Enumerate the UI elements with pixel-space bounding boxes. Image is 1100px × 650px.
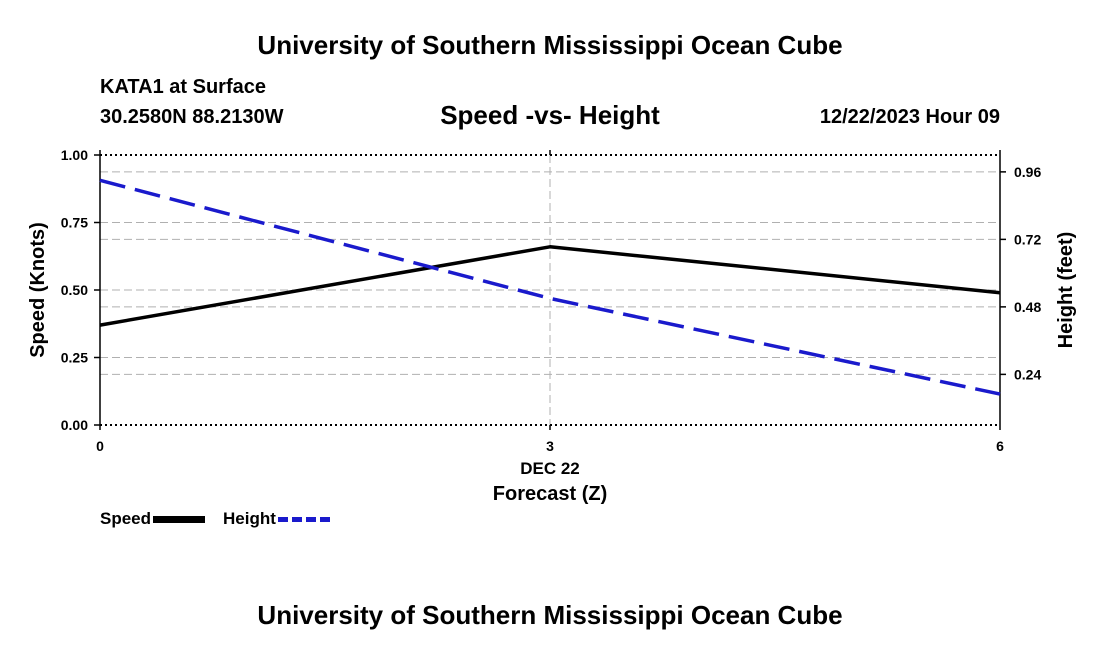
y-left-axis-title: Speed (Knots) (27, 222, 49, 358)
x-tick-label: 0 (96, 438, 104, 454)
legend-height-swatch (277, 516, 330, 522)
x-axis-title: Forecast (Z) (493, 483, 607, 505)
legend-height-label: Height (223, 509, 276, 528)
station-coordinates: 30.2580N 88.2130W (100, 106, 284, 128)
y-right-tick-label: 0.48 (1014, 299, 1041, 315)
y-left-tick-label: 0.25 (61, 350, 88, 366)
station-label: KATA1 at Surface (100, 76, 266, 98)
chart-footer-title: University of Southern Mississippi Ocean… (257, 600, 843, 630)
y-left-tick-label: 0.50 (61, 282, 88, 298)
x-tick-label: 3 (546, 438, 554, 454)
y-right-tick-label: 0.24 (1014, 366, 1041, 382)
y-left-tick-label: 0.00 (61, 417, 88, 433)
legend-speed-swatch (153, 515, 206, 523)
chart-main-title: University of Southern Mississippi Ocean… (257, 30, 843, 60)
forecast-datetime: 12/22/2023 Hour 09 (819, 106, 1000, 128)
y-right-tick-label: 0.72 (1014, 231, 1041, 247)
legend-item-height: Height (223, 509, 330, 529)
series-line-speed (99, 245, 1001, 327)
y-right-axis-title: Height (feet) (1055, 232, 1077, 349)
legend-item-speed: Speed (100, 509, 206, 529)
y-right-tick-label: 0.96 (1014, 164, 1041, 180)
x-tick-label: 6 (996, 438, 1004, 454)
x-axis-date-label: DEC 22 (520, 459, 580, 478)
series-line-height (99, 178, 1001, 396)
chart-subtitle: Speed -vs- Height (440, 100, 660, 130)
y-left-tick-label: 1.00 (61, 147, 88, 163)
y-left-tick-label: 0.75 (61, 215, 88, 231)
legend-speed-label: Speed (100, 509, 152, 528)
chart-legend: Speed Height (100, 509, 348, 529)
